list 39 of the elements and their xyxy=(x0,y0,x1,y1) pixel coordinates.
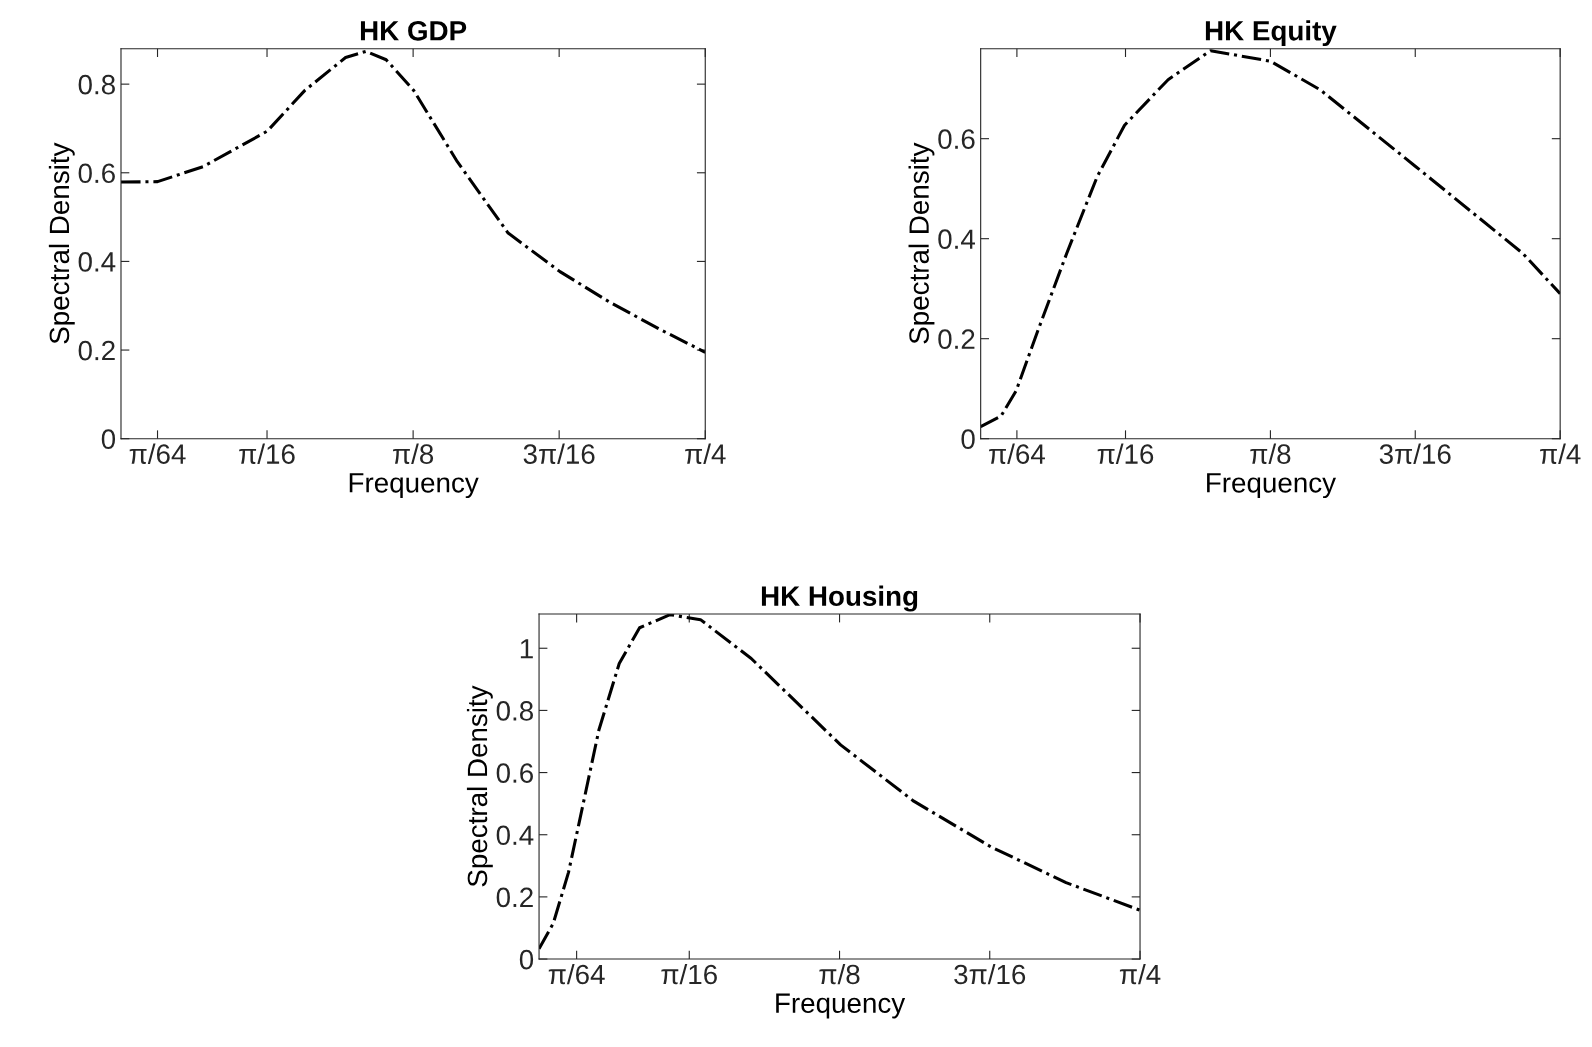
x-tick-label: π/4 xyxy=(1540,443,1581,464)
x-tick-label: π/64 xyxy=(129,443,186,464)
x-axis-title: Frequency xyxy=(349,473,479,499)
x-tick-label: π/64 xyxy=(548,963,605,985)
x-axis-title: Frequency xyxy=(1207,473,1336,499)
y-tick-label: 0.4 xyxy=(78,252,116,272)
x-tick-label: π/8 xyxy=(1250,443,1291,464)
y-axis-title: Spectral Density xyxy=(466,685,493,887)
chart-title: HK GDP xyxy=(360,20,467,41)
x-tick-label: π/64 xyxy=(989,443,1045,464)
y-tick-label: 0.6 xyxy=(78,163,115,184)
y-tick-label: 0.6 xyxy=(938,129,975,150)
x-tick-label: π/8 xyxy=(819,963,860,985)
chart-title: HK Housing xyxy=(761,585,918,612)
y-tick-label: 0 xyxy=(961,429,975,450)
x-tick-label: 3π/16 xyxy=(523,443,595,464)
y-axis-title: Spectral Density xyxy=(48,142,75,344)
y-tick-label: 1 xyxy=(520,639,533,659)
x-tick-label: π/4 xyxy=(1119,963,1161,985)
chart-title: HK Equity xyxy=(1205,20,1337,47)
y-tick-label: 0.2 xyxy=(78,340,115,361)
x-tick-label: 3π/16 xyxy=(954,963,1026,985)
x-tick-label: π/16 xyxy=(1097,443,1154,464)
y-tick-label: 0 xyxy=(519,949,534,970)
y-tick-label: 0.2 xyxy=(496,887,533,908)
y-tick-label: 0.6 xyxy=(496,763,533,783)
y-axis-title: Spectral Density xyxy=(908,142,935,344)
y-tick-label: 0.8 xyxy=(496,701,533,721)
x-tick-label: 3π/16 xyxy=(1379,443,1451,464)
y-tick-label: 0.8 xyxy=(78,74,115,95)
y-tick-label: 0.4 xyxy=(496,825,534,846)
x-axis-title: Frequency xyxy=(776,993,906,1019)
x-tick-label: π/8 xyxy=(393,443,434,464)
x-tick-label: π/16 xyxy=(661,963,717,985)
y-tick-label: 0.2 xyxy=(938,329,975,350)
x-tick-label: π/16 xyxy=(239,443,295,464)
y-tick-label: 0.4 xyxy=(938,229,975,250)
x-tick-label: π/4 xyxy=(685,443,726,464)
y-tick-label: 0 xyxy=(101,429,116,450)
